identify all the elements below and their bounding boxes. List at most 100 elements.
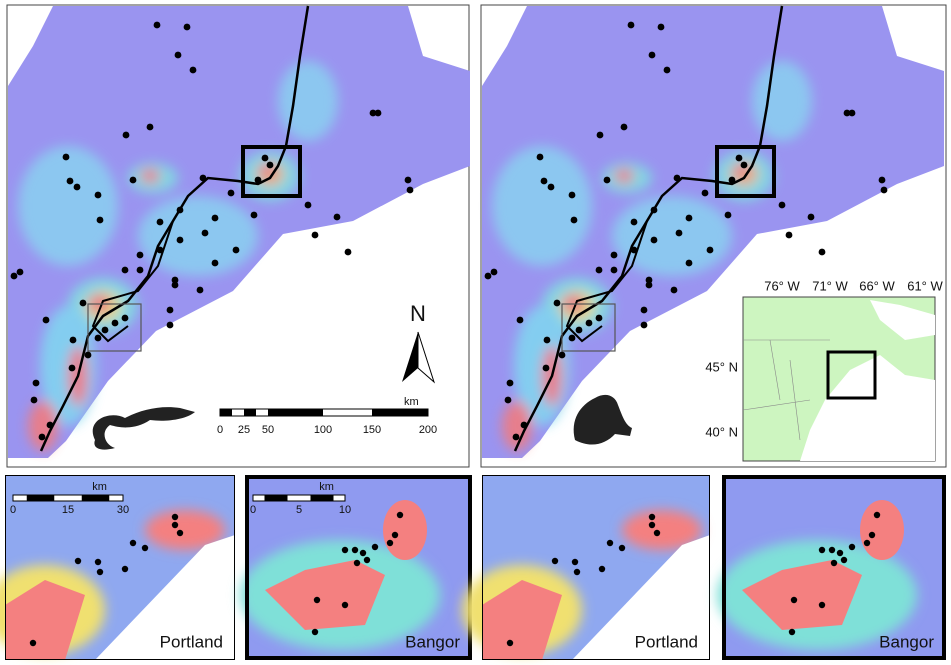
point xyxy=(42,316,50,324)
point xyxy=(84,351,92,359)
lon-label: 76° W xyxy=(764,278,800,293)
point xyxy=(645,281,653,289)
point xyxy=(189,66,197,74)
hotspot xyxy=(145,510,225,550)
place-label: Portland xyxy=(635,632,698,651)
point xyxy=(38,433,46,441)
point xyxy=(156,218,164,226)
point xyxy=(573,568,581,576)
point xyxy=(618,544,626,552)
scale-label: 10 xyxy=(339,504,351,516)
point xyxy=(540,177,548,185)
point xyxy=(62,153,70,161)
hotspot xyxy=(265,560,385,630)
point xyxy=(136,266,144,274)
point xyxy=(828,546,836,554)
point xyxy=(735,154,743,162)
point xyxy=(863,539,871,547)
point xyxy=(585,319,593,327)
point xyxy=(386,539,394,547)
point xyxy=(836,549,844,557)
point xyxy=(166,306,174,314)
scale-label: 50 xyxy=(262,424,274,436)
point xyxy=(250,211,258,219)
hotspot xyxy=(482,580,562,660)
point xyxy=(311,231,319,239)
point xyxy=(596,131,604,139)
lon-label: 66° W xyxy=(859,278,895,293)
point xyxy=(111,319,119,327)
point xyxy=(174,51,182,59)
point xyxy=(176,206,184,214)
point xyxy=(101,326,109,334)
point xyxy=(211,214,219,222)
point xyxy=(598,565,606,573)
point xyxy=(171,276,179,284)
point xyxy=(73,183,81,191)
hotspot xyxy=(742,560,862,630)
point xyxy=(66,177,74,185)
inset-frame xyxy=(245,475,472,660)
lon-label: 61° W xyxy=(907,278,943,293)
scale-label: 150 xyxy=(363,424,381,436)
inset-frame xyxy=(482,475,710,660)
point xyxy=(121,565,129,573)
point xyxy=(141,544,149,552)
scale-label: 15 xyxy=(62,504,74,516)
point xyxy=(68,364,76,372)
point xyxy=(840,556,848,564)
hotspot xyxy=(622,510,702,550)
point xyxy=(171,281,179,289)
point xyxy=(29,639,37,647)
point xyxy=(868,531,876,539)
scale-bar xyxy=(26,495,55,501)
hotspot xyxy=(5,580,85,660)
point xyxy=(96,568,104,576)
water xyxy=(572,535,710,660)
point xyxy=(313,596,321,604)
point xyxy=(304,201,312,209)
point xyxy=(595,314,603,322)
point xyxy=(848,543,856,551)
point xyxy=(516,316,524,324)
point xyxy=(146,123,154,131)
point xyxy=(46,421,54,429)
point xyxy=(575,326,583,334)
point xyxy=(121,314,129,322)
lat-label: 40° N xyxy=(705,424,738,439)
point xyxy=(788,628,796,636)
point xyxy=(254,176,262,184)
scale-label: 0 xyxy=(217,424,223,436)
point xyxy=(630,246,638,254)
scale-bar xyxy=(12,494,124,502)
point xyxy=(543,336,551,344)
point xyxy=(558,351,566,359)
point xyxy=(807,213,815,221)
point xyxy=(843,109,851,117)
point xyxy=(69,336,77,344)
point xyxy=(675,229,683,237)
point xyxy=(740,161,748,169)
point xyxy=(551,557,559,565)
point xyxy=(685,259,693,267)
point xyxy=(818,601,826,609)
point xyxy=(568,191,576,199)
point xyxy=(645,276,653,284)
point xyxy=(359,549,367,557)
point xyxy=(542,364,550,372)
point xyxy=(122,131,130,139)
point xyxy=(657,23,665,31)
point xyxy=(371,543,379,551)
point xyxy=(199,174,207,182)
inset-panel: Portland km 0 15 30 xyxy=(0,475,235,660)
point xyxy=(724,211,732,219)
inset-panel: Bangor km 0 5 10 xyxy=(240,475,472,660)
occurrence-points xyxy=(10,21,888,441)
point xyxy=(94,334,102,342)
place-label: Bangor xyxy=(405,632,460,651)
point xyxy=(785,231,793,239)
point xyxy=(670,286,678,294)
point xyxy=(121,266,129,274)
